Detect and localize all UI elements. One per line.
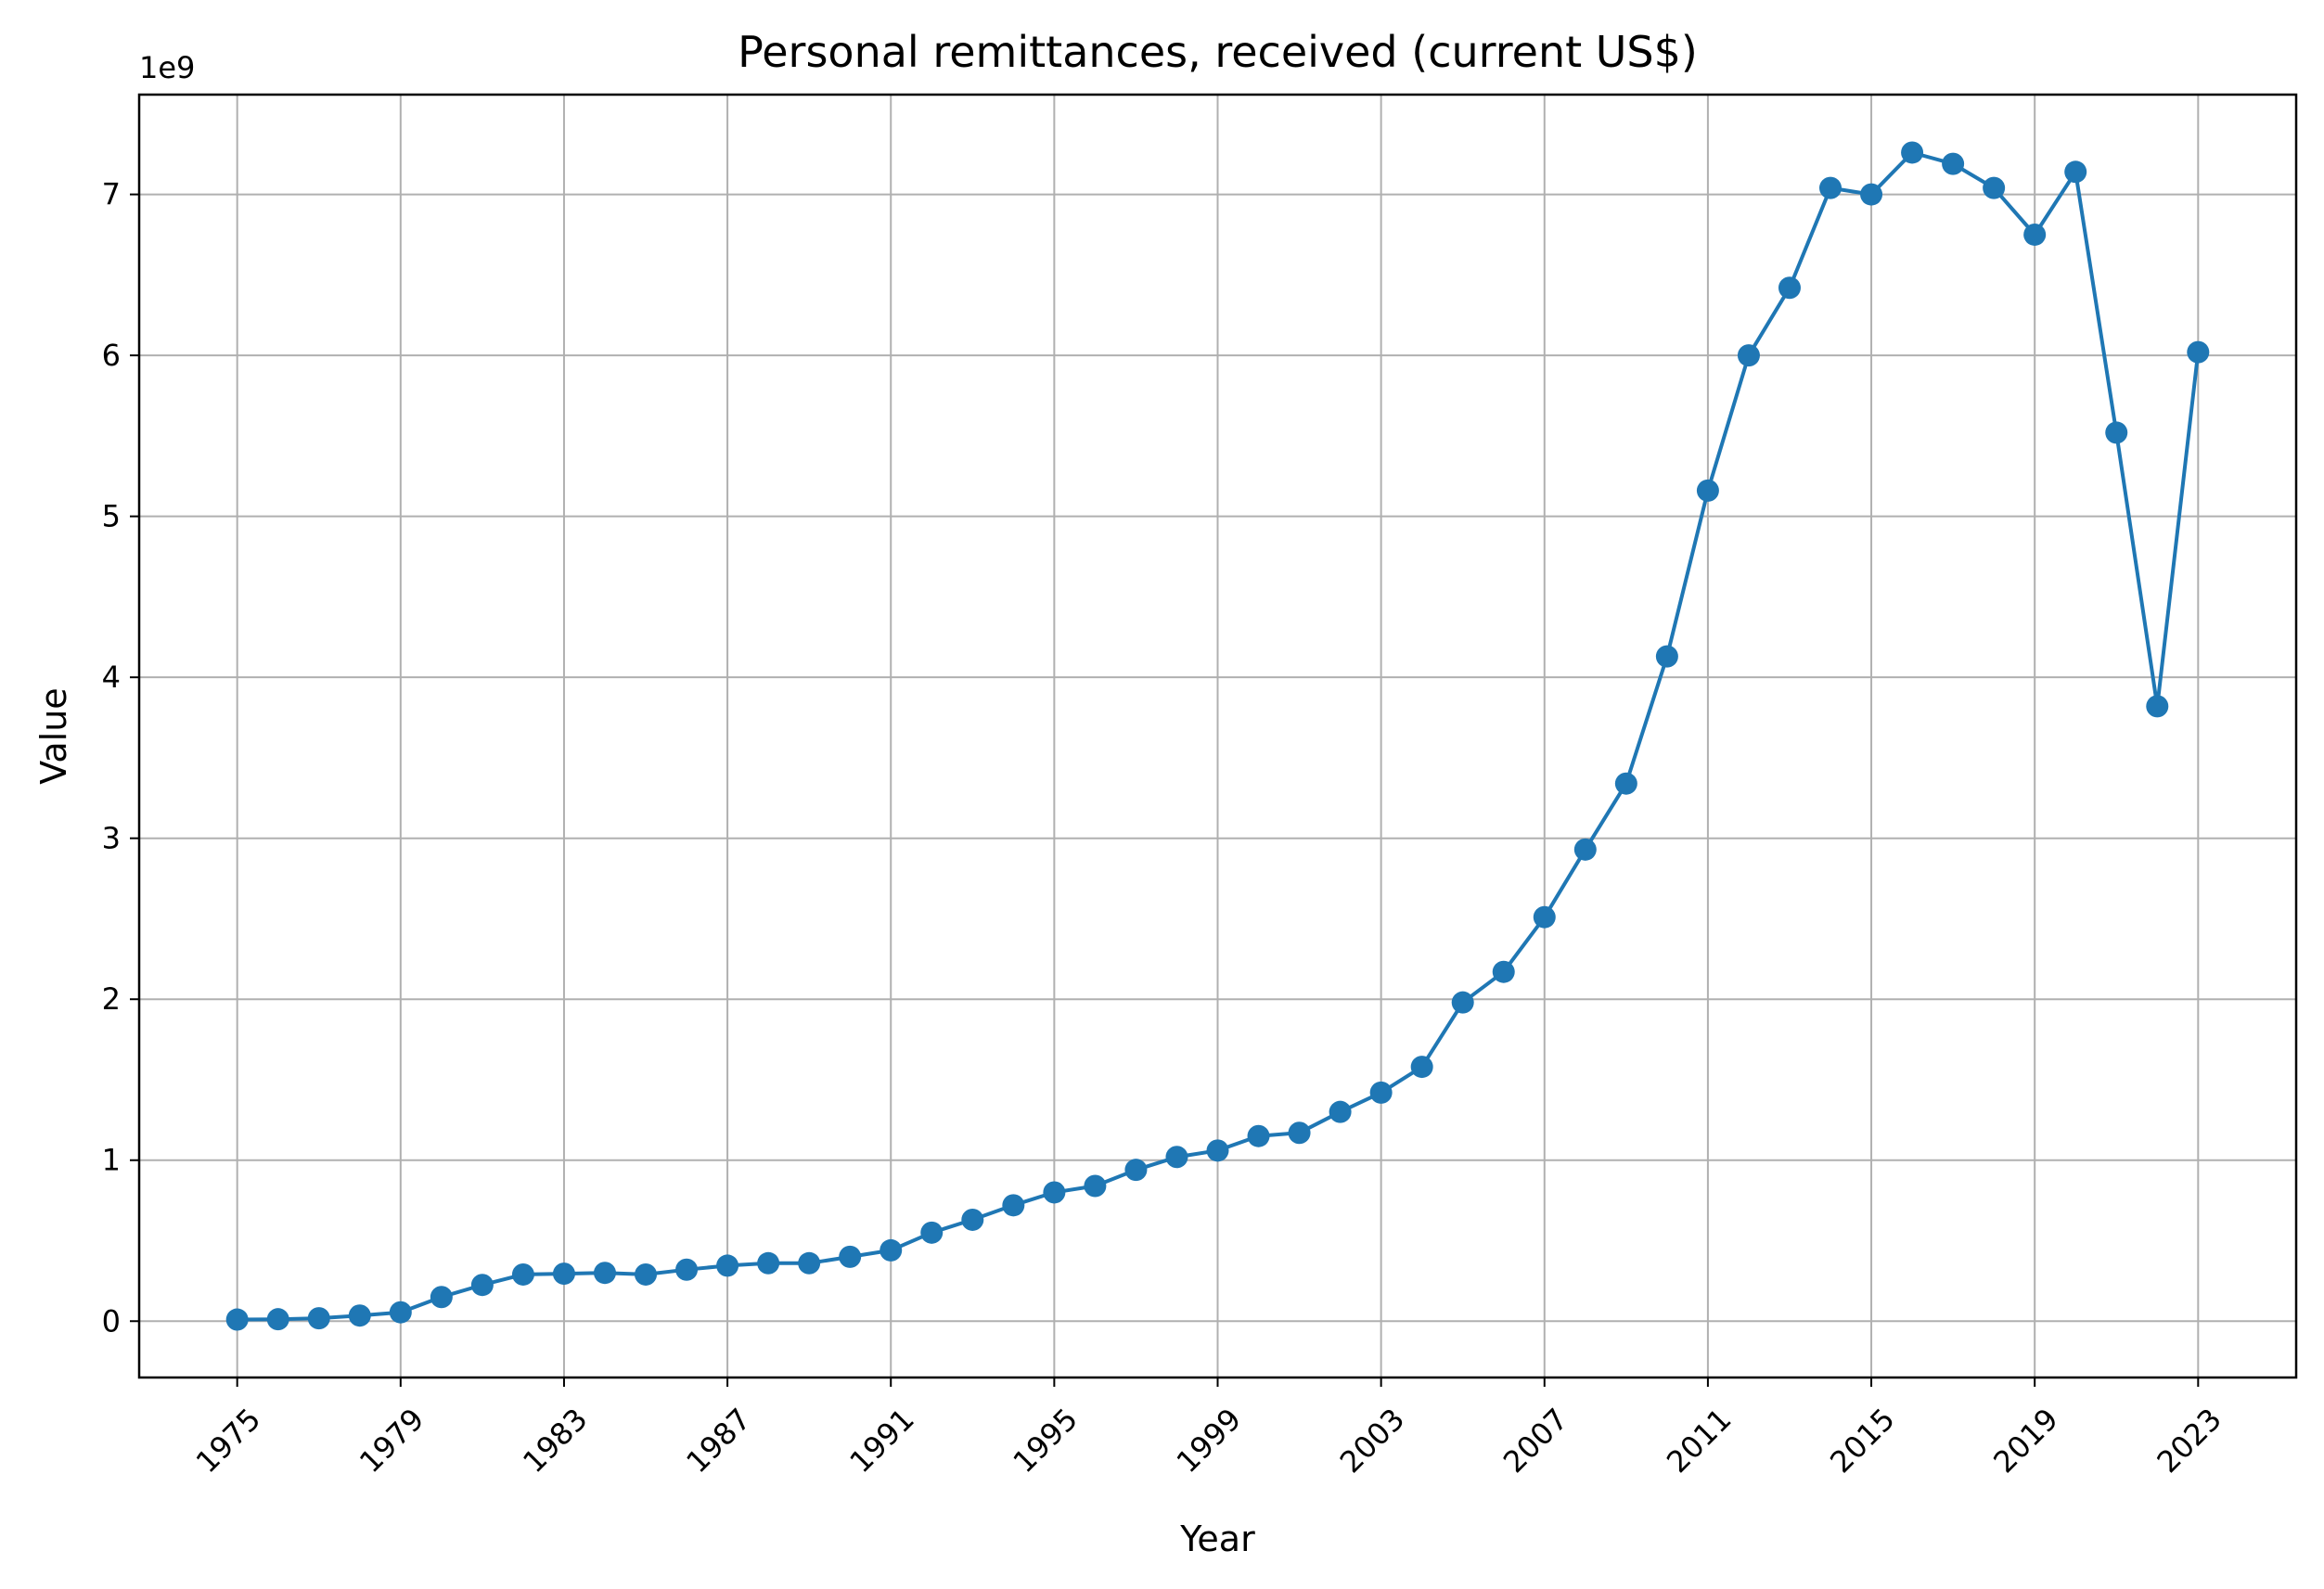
data-series bbox=[225, 141, 2210, 1331]
data-point bbox=[2064, 160, 2087, 184]
data-point bbox=[1002, 1194, 1025, 1217]
y-tick-label: 2 bbox=[102, 981, 121, 1017]
data-point bbox=[266, 1308, 289, 1331]
data-point bbox=[1614, 772, 1637, 795]
data-point bbox=[757, 1251, 780, 1275]
data-point bbox=[839, 1245, 862, 1268]
y-tick-label: 7 bbox=[102, 177, 121, 212]
data-point bbox=[920, 1221, 944, 1244]
data-point bbox=[1983, 176, 2006, 199]
y-tick-label: 5 bbox=[102, 499, 121, 534]
data-point bbox=[2146, 695, 2169, 718]
data-point bbox=[1860, 183, 1883, 206]
data-point bbox=[1084, 1174, 1107, 1198]
data-point bbox=[430, 1286, 453, 1309]
y-tick-label: 4 bbox=[102, 660, 121, 695]
data-point bbox=[225, 1308, 249, 1331]
y-axis-title: Value bbox=[33, 687, 74, 784]
data-point bbox=[552, 1262, 575, 1286]
data-point bbox=[511, 1262, 534, 1286]
data-point bbox=[1737, 344, 1760, 367]
y-tick-label: 3 bbox=[102, 821, 121, 856]
y-tick-label: 0 bbox=[102, 1303, 121, 1339]
data-point bbox=[1247, 1124, 1270, 1147]
data-point bbox=[1778, 276, 1801, 300]
gridlines bbox=[139, 95, 2296, 1378]
x-axis-title: Year bbox=[1179, 1519, 1255, 1559]
data-point bbox=[2023, 223, 2047, 246]
data-point bbox=[2105, 421, 2128, 444]
data-point bbox=[1369, 1081, 1393, 1104]
data-point bbox=[1124, 1159, 1148, 1182]
data-point bbox=[1901, 141, 1924, 164]
y-axis-offset-label: 1e9 bbox=[139, 50, 195, 85]
data-point bbox=[1206, 1139, 1229, 1162]
data-point bbox=[1696, 479, 1719, 502]
data-point bbox=[635, 1262, 658, 1286]
y-tick-label: 6 bbox=[102, 338, 121, 373]
data-point bbox=[1573, 838, 1597, 861]
data-point bbox=[1043, 1181, 1066, 1204]
data-point bbox=[798, 1251, 821, 1275]
data-point bbox=[675, 1258, 699, 1281]
data-point bbox=[1329, 1100, 1352, 1123]
data-point bbox=[1655, 645, 1678, 668]
y-tick-label: 1 bbox=[102, 1143, 121, 1178]
data-point bbox=[348, 1304, 371, 1327]
data-point bbox=[1288, 1121, 1311, 1145]
data-point bbox=[389, 1301, 412, 1324]
data-point bbox=[961, 1208, 984, 1231]
data-point bbox=[1942, 152, 1965, 175]
data-point bbox=[1819, 176, 1843, 199]
chart-title: Personal remittances, received (current … bbox=[738, 27, 1698, 77]
data-point bbox=[716, 1254, 739, 1277]
data-point bbox=[307, 1307, 330, 1330]
data-point bbox=[1492, 960, 1515, 983]
data-point bbox=[1410, 1056, 1433, 1079]
data-point bbox=[880, 1238, 903, 1262]
data-point bbox=[1165, 1146, 1188, 1169]
data-point bbox=[1533, 905, 1556, 929]
data-point bbox=[2187, 340, 2210, 364]
data-point bbox=[1451, 991, 1474, 1014]
data-point bbox=[470, 1274, 494, 1297]
data-point bbox=[593, 1262, 616, 1285]
